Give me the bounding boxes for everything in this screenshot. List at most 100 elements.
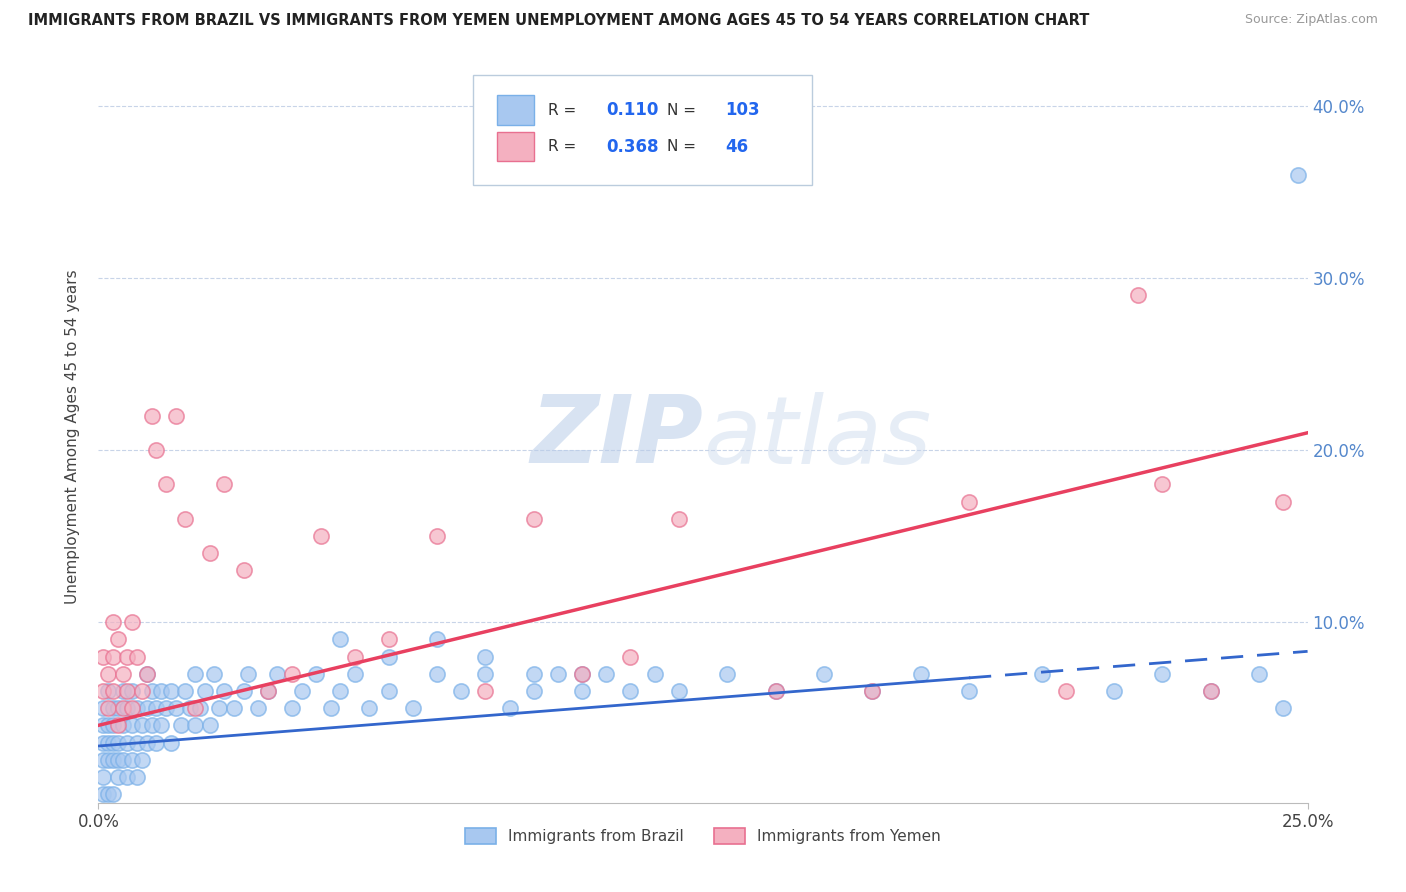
- Point: [107, 770, 129, 784]
- Point: [957, 684, 980, 698]
- Point: [127, 735, 149, 749]
- Point: [97, 666, 120, 681]
- Point: [131, 718, 153, 732]
- Point: [523, 684, 546, 698]
- Point: [359, 701, 381, 715]
- Text: 103: 103: [724, 101, 759, 120]
- FancyBboxPatch shape: [498, 95, 534, 125]
- Point: [101, 649, 124, 664]
- Point: [145, 442, 167, 457]
- Point: [107, 701, 129, 715]
- Point: [184, 718, 207, 732]
- Point: [155, 701, 177, 715]
- Point: [160, 684, 183, 698]
- Point: [256, 684, 278, 698]
- Point: [377, 684, 399, 698]
- Point: [329, 684, 352, 698]
- Point: [266, 666, 288, 681]
- Point: [343, 666, 366, 681]
- Point: [402, 701, 425, 715]
- Text: Source: ZipAtlas.com: Source: ZipAtlas.com: [1244, 13, 1378, 27]
- Point: [523, 666, 546, 681]
- Point: [1054, 684, 1077, 698]
- Point: [212, 477, 235, 491]
- Point: [910, 666, 932, 681]
- Point: [247, 701, 270, 715]
- Point: [208, 701, 231, 715]
- Point: [1199, 684, 1222, 698]
- Point: [281, 701, 304, 715]
- Point: [668, 512, 690, 526]
- Point: [450, 684, 472, 698]
- Point: [135, 666, 157, 681]
- Point: [111, 718, 134, 732]
- Point: [127, 649, 149, 664]
- Point: [184, 701, 207, 715]
- Point: [131, 684, 153, 698]
- Point: [141, 409, 163, 423]
- Point: [1128, 288, 1150, 302]
- Point: [547, 666, 569, 681]
- Point: [174, 684, 197, 698]
- Point: [377, 632, 399, 647]
- Point: [135, 735, 157, 749]
- FancyBboxPatch shape: [474, 75, 811, 185]
- Point: [765, 684, 787, 698]
- Point: [198, 546, 221, 560]
- Point: [474, 666, 496, 681]
- Point: [117, 770, 139, 784]
- Point: [91, 649, 114, 664]
- Point: [135, 701, 157, 715]
- Point: [91, 753, 114, 767]
- Point: [127, 770, 149, 784]
- Point: [619, 684, 641, 698]
- Point: [150, 684, 173, 698]
- Text: atlas: atlas: [703, 392, 931, 483]
- Point: [305, 666, 328, 681]
- Point: [91, 684, 114, 698]
- Point: [232, 684, 254, 698]
- Point: [1272, 701, 1295, 715]
- Point: [121, 753, 143, 767]
- Point: [212, 684, 235, 698]
- Point: [121, 718, 143, 732]
- Point: [141, 684, 163, 698]
- Point: [150, 718, 173, 732]
- Point: [179, 701, 201, 715]
- Point: [165, 409, 187, 423]
- Point: [117, 684, 139, 698]
- Point: [91, 701, 114, 715]
- Point: [101, 684, 124, 698]
- Point: [1152, 666, 1174, 681]
- Point: [498, 701, 520, 715]
- Point: [619, 649, 641, 664]
- Point: [121, 701, 143, 715]
- Point: [165, 701, 187, 715]
- Point: [668, 684, 690, 698]
- Point: [97, 735, 120, 749]
- Point: [117, 649, 139, 664]
- Point: [101, 701, 124, 715]
- Text: R =: R =: [548, 139, 581, 154]
- Point: [97, 718, 120, 732]
- Point: [813, 666, 835, 681]
- Point: [523, 512, 546, 526]
- Point: [184, 666, 207, 681]
- Y-axis label: Unemployment Among Ages 45 to 54 years: Unemployment Among Ages 45 to 54 years: [65, 269, 80, 605]
- Text: 0.368: 0.368: [606, 137, 659, 156]
- Legend: Immigrants from Brazil, Immigrants from Yemen: Immigrants from Brazil, Immigrants from …: [460, 822, 946, 850]
- Point: [111, 684, 134, 698]
- Point: [145, 701, 167, 715]
- Point: [97, 787, 120, 801]
- Point: [198, 718, 221, 732]
- Point: [97, 701, 120, 715]
- Point: [135, 666, 157, 681]
- Point: [188, 701, 211, 715]
- Text: 0.110: 0.110: [606, 101, 658, 120]
- Text: N =: N =: [666, 139, 700, 154]
- Point: [101, 735, 124, 749]
- Point: [91, 770, 114, 784]
- Point: [141, 718, 163, 732]
- Point: [426, 529, 449, 543]
- Point: [1102, 684, 1125, 698]
